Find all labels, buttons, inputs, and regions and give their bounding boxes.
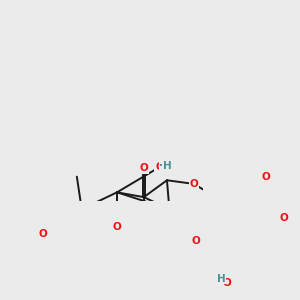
- Text: O: O: [38, 230, 47, 239]
- Text: O: O: [222, 278, 231, 288]
- Text: H: H: [217, 274, 226, 284]
- Text: O: O: [189, 179, 198, 189]
- Text: ·H: ·H: [159, 161, 172, 171]
- Text: O: O: [155, 162, 164, 172]
- Text: O: O: [280, 213, 288, 223]
- Text: O: O: [140, 163, 148, 173]
- Text: O: O: [261, 172, 270, 182]
- Text: O: O: [192, 236, 200, 245]
- Text: O: O: [113, 222, 122, 232]
